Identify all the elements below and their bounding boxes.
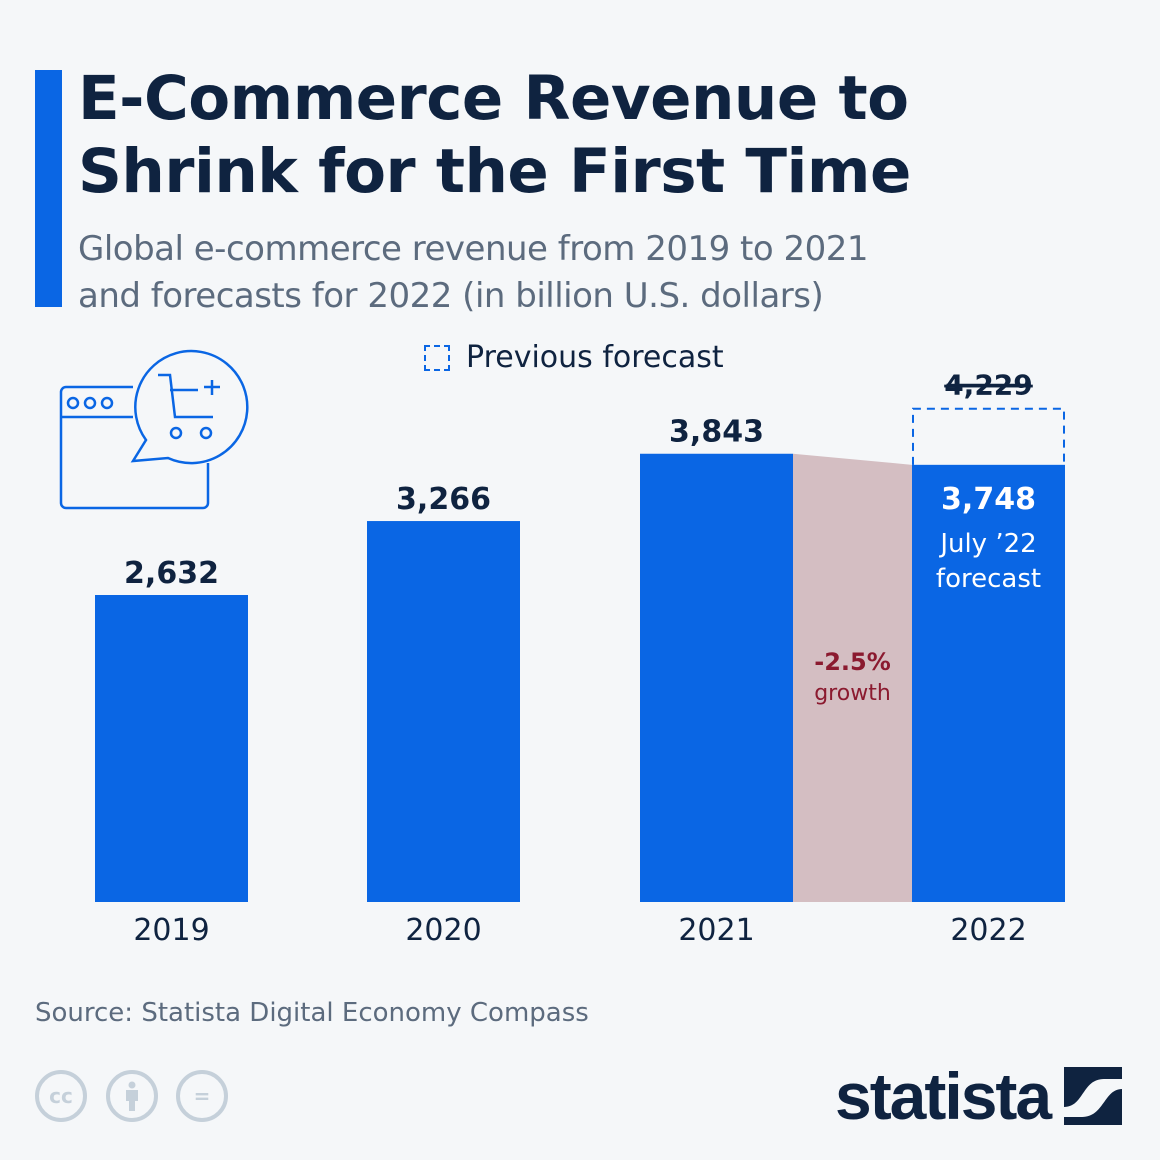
- x-tick-label: 2021: [678, 913, 754, 948]
- previous-forecast-box: [912, 407, 1065, 465]
- title-line-1: E-Commerce Revenue to: [78, 63, 909, 134]
- dashed-box-icon: [424, 344, 450, 371]
- data-label: 2,632: [124, 556, 219, 591]
- bar-chart: 2019 2,632 2020 3,266 2021 3,843 2022 3,748 July…: [95, 369, 1065, 948]
- subtitle: Global e-commerce revenue from 2019 to 2…: [78, 226, 869, 320]
- x-tick-label: 2022: [950, 913, 1026, 948]
- forecast-note: July ’22: [938, 529, 1036, 559]
- title-accent-bar: [35, 70, 62, 307]
- shopping-cart-browser-icon: [59, 349, 249, 510]
- title-line-2: Shrink for the First Time: [78, 136, 911, 207]
- growth-label: growth: [814, 681, 891, 706]
- data-label: 3,843: [669, 415, 764, 450]
- page-title: E-Commerce Revenue to Shrink for the Fir…: [78, 62, 911, 208]
- subtitle-line-2: and forecasts for 2022 (in billion U.S. …: [78, 276, 824, 316]
- forecast-note: forecast: [936, 564, 1041, 594]
- x-tick-label: 2020: [405, 913, 481, 948]
- statista-logo-mark-icon: [1064, 1067, 1123, 1125]
- logo-text: statista: [835, 1059, 1052, 1133]
- data-label: 3,748: [941, 482, 1036, 517]
- bar-2019: [95, 595, 248, 902]
- source-text: Source: Statista Digital Economy Compass: [35, 998, 589, 1028]
- legend: Previous forecast: [424, 340, 724, 375]
- no-derivatives-icon[interactable]: =: [176, 1070, 228, 1122]
- subtitle-line-1: Global e-commerce revenue from 2019 to 2…: [78, 229, 869, 269]
- bar-2022: [912, 464, 1065, 902]
- bar-2020: [367, 521, 520, 902]
- data-label: 3,266: [396, 482, 491, 517]
- statista-logo[interactable]: statista: [835, 1058, 1123, 1134]
- legend-label: Previous forecast: [466, 340, 724, 375]
- growth-band: [793, 453, 912, 902]
- growth-value: -2.5%: [814, 648, 891, 676]
- attribution-icon[interactable]: [106, 1070, 158, 1122]
- x-tick-label: 2019: [133, 913, 209, 948]
- cc-license-icon[interactable]: cc: [35, 1070, 87, 1122]
- bar-2021: [640, 453, 793, 902]
